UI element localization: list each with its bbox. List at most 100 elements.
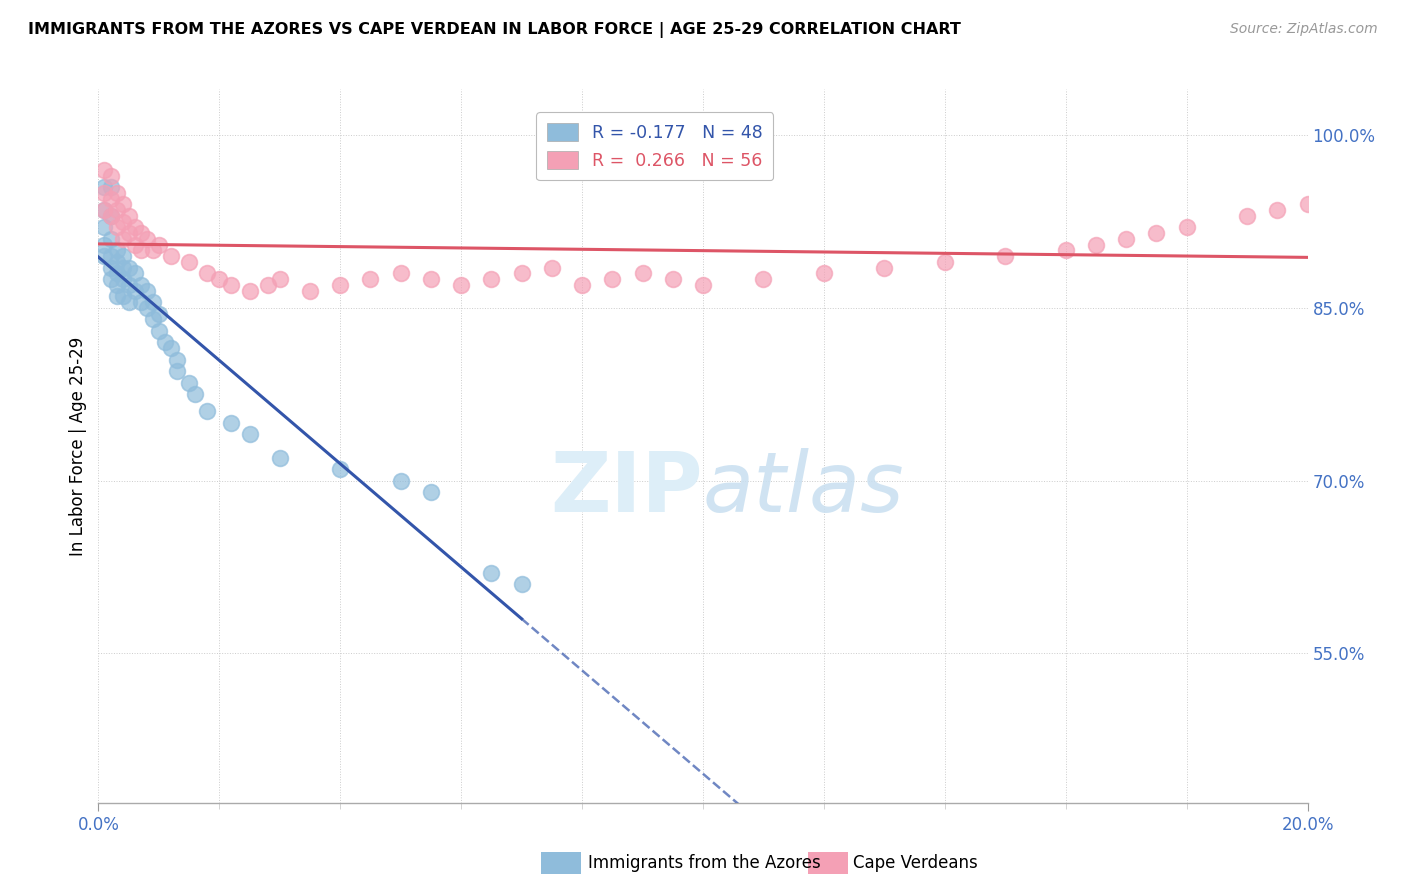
Point: [1236, 209, 1258, 223]
Point: [269, 450, 291, 465]
Point: [299, 284, 322, 298]
Point: [142, 295, 165, 310]
Point: [118, 209, 141, 223]
Point: [111, 272, 134, 286]
Point: [105, 202, 128, 217]
Point: [129, 244, 152, 258]
Point: [389, 266, 412, 280]
Point: [93, 162, 115, 177]
Point: [221, 416, 243, 430]
Point: [129, 226, 152, 240]
Point: [111, 289, 134, 303]
Point: [100, 260, 122, 275]
Legend: R = -0.177   N = 48, R =  0.266   N = 56: R = -0.177 N = 48, R = 0.266 N = 56: [536, 112, 773, 180]
Point: [239, 427, 262, 442]
Point: [135, 284, 157, 298]
Point: [179, 376, 201, 390]
Point: [873, 260, 896, 275]
Point: [93, 237, 115, 252]
Point: [329, 462, 352, 476]
Point: [160, 341, 183, 355]
Text: ZIP: ZIP: [551, 449, 703, 529]
Point: [166, 364, 188, 378]
Point: [1267, 202, 1289, 217]
Point: [1085, 237, 1108, 252]
Point: [111, 232, 134, 246]
Point: [93, 180, 115, 194]
Point: [1296, 197, 1319, 211]
Y-axis label: In Labor Force | Age 25-29: In Labor Force | Age 25-29: [69, 336, 87, 556]
Point: [118, 277, 141, 292]
Point: [148, 307, 170, 321]
Point: [93, 202, 115, 217]
Point: [420, 485, 443, 500]
Point: [1144, 226, 1167, 240]
Point: [1054, 244, 1077, 258]
Point: [166, 352, 188, 367]
Point: [124, 266, 146, 280]
Point: [105, 186, 128, 200]
Point: [450, 277, 472, 292]
Point: [994, 249, 1017, 263]
Point: [105, 289, 128, 303]
Point: [100, 209, 122, 223]
Point: [329, 277, 352, 292]
Point: [269, 272, 291, 286]
Point: [179, 255, 201, 269]
Point: [135, 232, 157, 246]
Text: Source: ZipAtlas.com: Source: ZipAtlas.com: [1230, 22, 1378, 37]
Point: [129, 277, 152, 292]
Point: [510, 577, 533, 591]
Point: [105, 244, 128, 258]
Point: [420, 272, 443, 286]
Point: [93, 220, 115, 235]
Point: [105, 266, 128, 280]
Point: [692, 277, 714, 292]
Point: [256, 277, 278, 292]
Point: [148, 237, 170, 252]
Point: [105, 255, 128, 269]
Point: [662, 272, 685, 286]
Text: Immigrants from the Azores: Immigrants from the Azores: [588, 855, 821, 872]
Point: [100, 192, 122, 206]
Point: [100, 272, 122, 286]
Point: [153, 335, 176, 350]
Point: [124, 284, 146, 298]
Point: [142, 312, 165, 326]
Point: [142, 244, 165, 258]
Point: [1115, 232, 1137, 246]
Point: [221, 277, 243, 292]
Point: [752, 272, 775, 286]
Point: [118, 260, 141, 275]
Point: [602, 272, 624, 286]
Point: [93, 186, 115, 200]
Point: [124, 220, 146, 235]
Point: [208, 272, 231, 286]
Point: [111, 197, 134, 211]
Point: [129, 295, 152, 310]
Point: [118, 226, 141, 240]
Point: [100, 249, 122, 263]
Point: [111, 249, 134, 263]
Point: [148, 324, 170, 338]
Point: [540, 260, 562, 275]
Point: [93, 249, 115, 263]
Point: [360, 272, 382, 286]
Point: [111, 260, 134, 275]
Point: [105, 277, 128, 292]
Point: [160, 249, 183, 263]
Point: [124, 237, 146, 252]
Text: IMMIGRANTS FROM THE AZORES VS CAPE VERDEAN IN LABOR FORCE | AGE 25-29 CORRELATIO: IMMIGRANTS FROM THE AZORES VS CAPE VERDE…: [28, 22, 960, 38]
Point: [481, 566, 503, 580]
Point: [135, 301, 157, 315]
Point: [195, 266, 218, 280]
Point: [631, 266, 654, 280]
Point: [184, 387, 207, 401]
Point: [100, 209, 122, 223]
Point: [100, 232, 122, 246]
Point: [93, 202, 115, 217]
Point: [239, 284, 262, 298]
Point: [100, 180, 122, 194]
Point: [481, 272, 503, 286]
Point: [100, 169, 122, 183]
